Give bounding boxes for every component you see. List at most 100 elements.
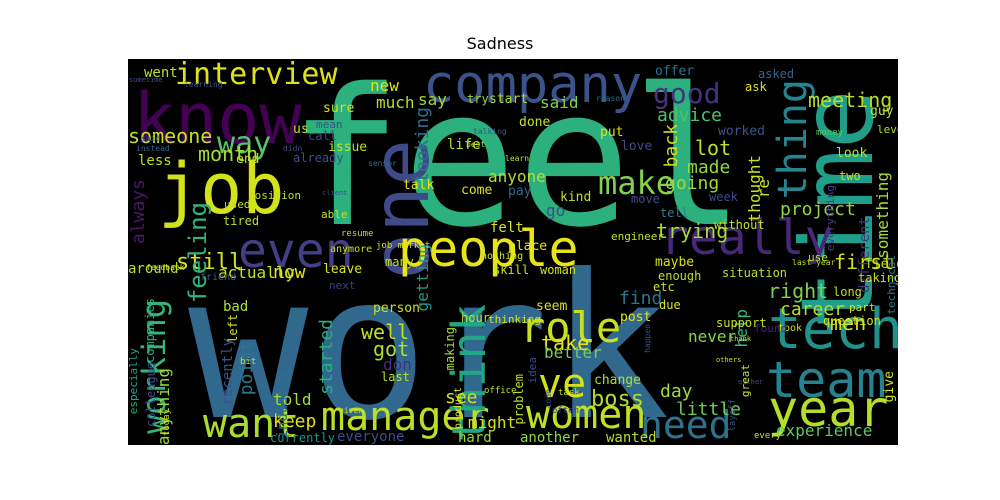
- word-engineer: engineer: [611, 230, 664, 243]
- word-year: year: [768, 380, 889, 438]
- word-love: love: [621, 139, 653, 154]
- word-maybe: maybe: [655, 255, 695, 270]
- word-often: often: [552, 406, 580, 416]
- word-last-year: last year: [792, 258, 836, 267]
- word-anymore: anymore: [330, 244, 373, 255]
- word-done: done: [519, 115, 551, 130]
- word-level: level: [877, 123, 898, 136]
- word-asked: asked: [758, 67, 795, 81]
- word-taking: taking: [858, 271, 898, 285]
- word-day: day: [660, 381, 693, 402]
- word-didn: didn: [283, 144, 303, 153]
- word-hard: hard: [458, 430, 492, 445]
- word-idea: idea: [526, 357, 539, 384]
- word-wanted: wanted: [606, 430, 657, 445]
- word-already: already: [293, 151, 344, 165]
- word-field: field: [865, 257, 898, 272]
- word-might: might: [468, 413, 517, 432]
- word-men: men: [830, 311, 867, 335]
- word-talking: talking: [473, 127, 507, 136]
- word-learning: learning: [184, 80, 223, 89]
- word-reason: reason: [596, 94, 625, 103]
- word-product: product: [453, 387, 464, 430]
- word-less: less: [138, 153, 172, 169]
- word-two: two: [839, 169, 861, 183]
- word-great: great: [739, 364, 752, 398]
- word-tech: tech: [768, 297, 898, 362]
- word-went: went: [144, 65, 178, 81]
- word-technical: technical: [885, 255, 898, 315]
- word-good: good: [653, 77, 721, 110]
- word-etc: etc: [653, 280, 675, 294]
- word-move: move: [631, 192, 660, 206]
- word-issue: issue: [328, 140, 368, 155]
- word-without: without: [714, 218, 765, 232]
- word-cloud-panel: feel work time know company job one people reall…: [128, 59, 898, 445]
- word-take: take: [541, 331, 590, 355]
- word-start: start: [489, 92, 529, 107]
- word-learn: learn: [505, 154, 530, 163]
- word-due: due: [659, 298, 681, 312]
- word-first: first: [834, 250, 895, 274]
- word-re: re: [754, 179, 773, 199]
- word-office: office: [484, 386, 517, 396]
- word-money: money: [816, 128, 844, 138]
- word-never: never: [688, 327, 737, 346]
- word-today: today: [162, 409, 172, 437]
- word-back: back: [661, 124, 682, 168]
- word-talk: talk: [403, 178, 435, 193]
- word-work: work: [188, 232, 670, 446]
- word-sometime: sometime: [129, 76, 163, 84]
- word-trying: trying: [656, 219, 729, 243]
- word-advice: advice: [657, 105, 723, 126]
- word-pay: pay: [508, 184, 532, 199]
- word-someone: someone: [128, 124, 213, 148]
- word-woman: woman: [540, 263, 577, 277]
- word-job-market: job market: [376, 241, 431, 251]
- word-meeting: meeting: [808, 88, 893, 112]
- word-bit: bit: [240, 357, 257, 367]
- word-companies: companies: [143, 298, 157, 364]
- word-currently: currently: [270, 431, 336, 445]
- word-week: week: [709, 190, 738, 204]
- word-project: project: [780, 199, 856, 220]
- word-lot: lot: [695, 136, 732, 160]
- word-use: use: [808, 251, 828, 264]
- word-given: given: [339, 406, 364, 415]
- word-position: position: [248, 189, 301, 202]
- word-hour: hour: [461, 311, 490, 325]
- word-thing: thing: [770, 79, 816, 200]
- word-another: another: [520, 430, 580, 445]
- word-either: either: [738, 378, 764, 386]
- word-nothing: nothing: [481, 251, 524, 262]
- word-place: place: [508, 239, 548, 254]
- word-better: better: [544, 343, 602, 362]
- word-job: job: [158, 148, 285, 230]
- word-next: next: [329, 279, 356, 292]
- word-interview: interview: [175, 59, 338, 92]
- word-seem: seem: [536, 299, 568, 314]
- word-something: something: [873, 172, 892, 259]
- word-way: way: [217, 126, 272, 161]
- word-little: little: [676, 399, 742, 420]
- word-colleague: colleague: [144, 362, 158, 428]
- figure-title: Sadness: [466, 34, 534, 53]
- word-everything: everything: [824, 185, 837, 252]
- word-question: question: [823, 314, 881, 328]
- word-give: give: [882, 371, 897, 403]
- word-month: month: [198, 142, 259, 166]
- word-every: every: [754, 431, 782, 441]
- word-sure: sure: [323, 101, 355, 116]
- word-well: well: [361, 320, 410, 344]
- word-especially: especially: [128, 348, 140, 415]
- word-offer: offer: [655, 64, 695, 79]
- word-feedback: feedback: [146, 263, 185, 272]
- word-experience: experience: [776, 421, 873, 440]
- word-even: even: [238, 223, 354, 279]
- word-point: point: [236, 341, 257, 396]
- word-now: now: [273, 262, 306, 283]
- word-look: look: [836, 146, 868, 161]
- word-end: end: [236, 152, 260, 167]
- word-boss: boss: [591, 387, 644, 412]
- word-kind: kind: [560, 190, 592, 205]
